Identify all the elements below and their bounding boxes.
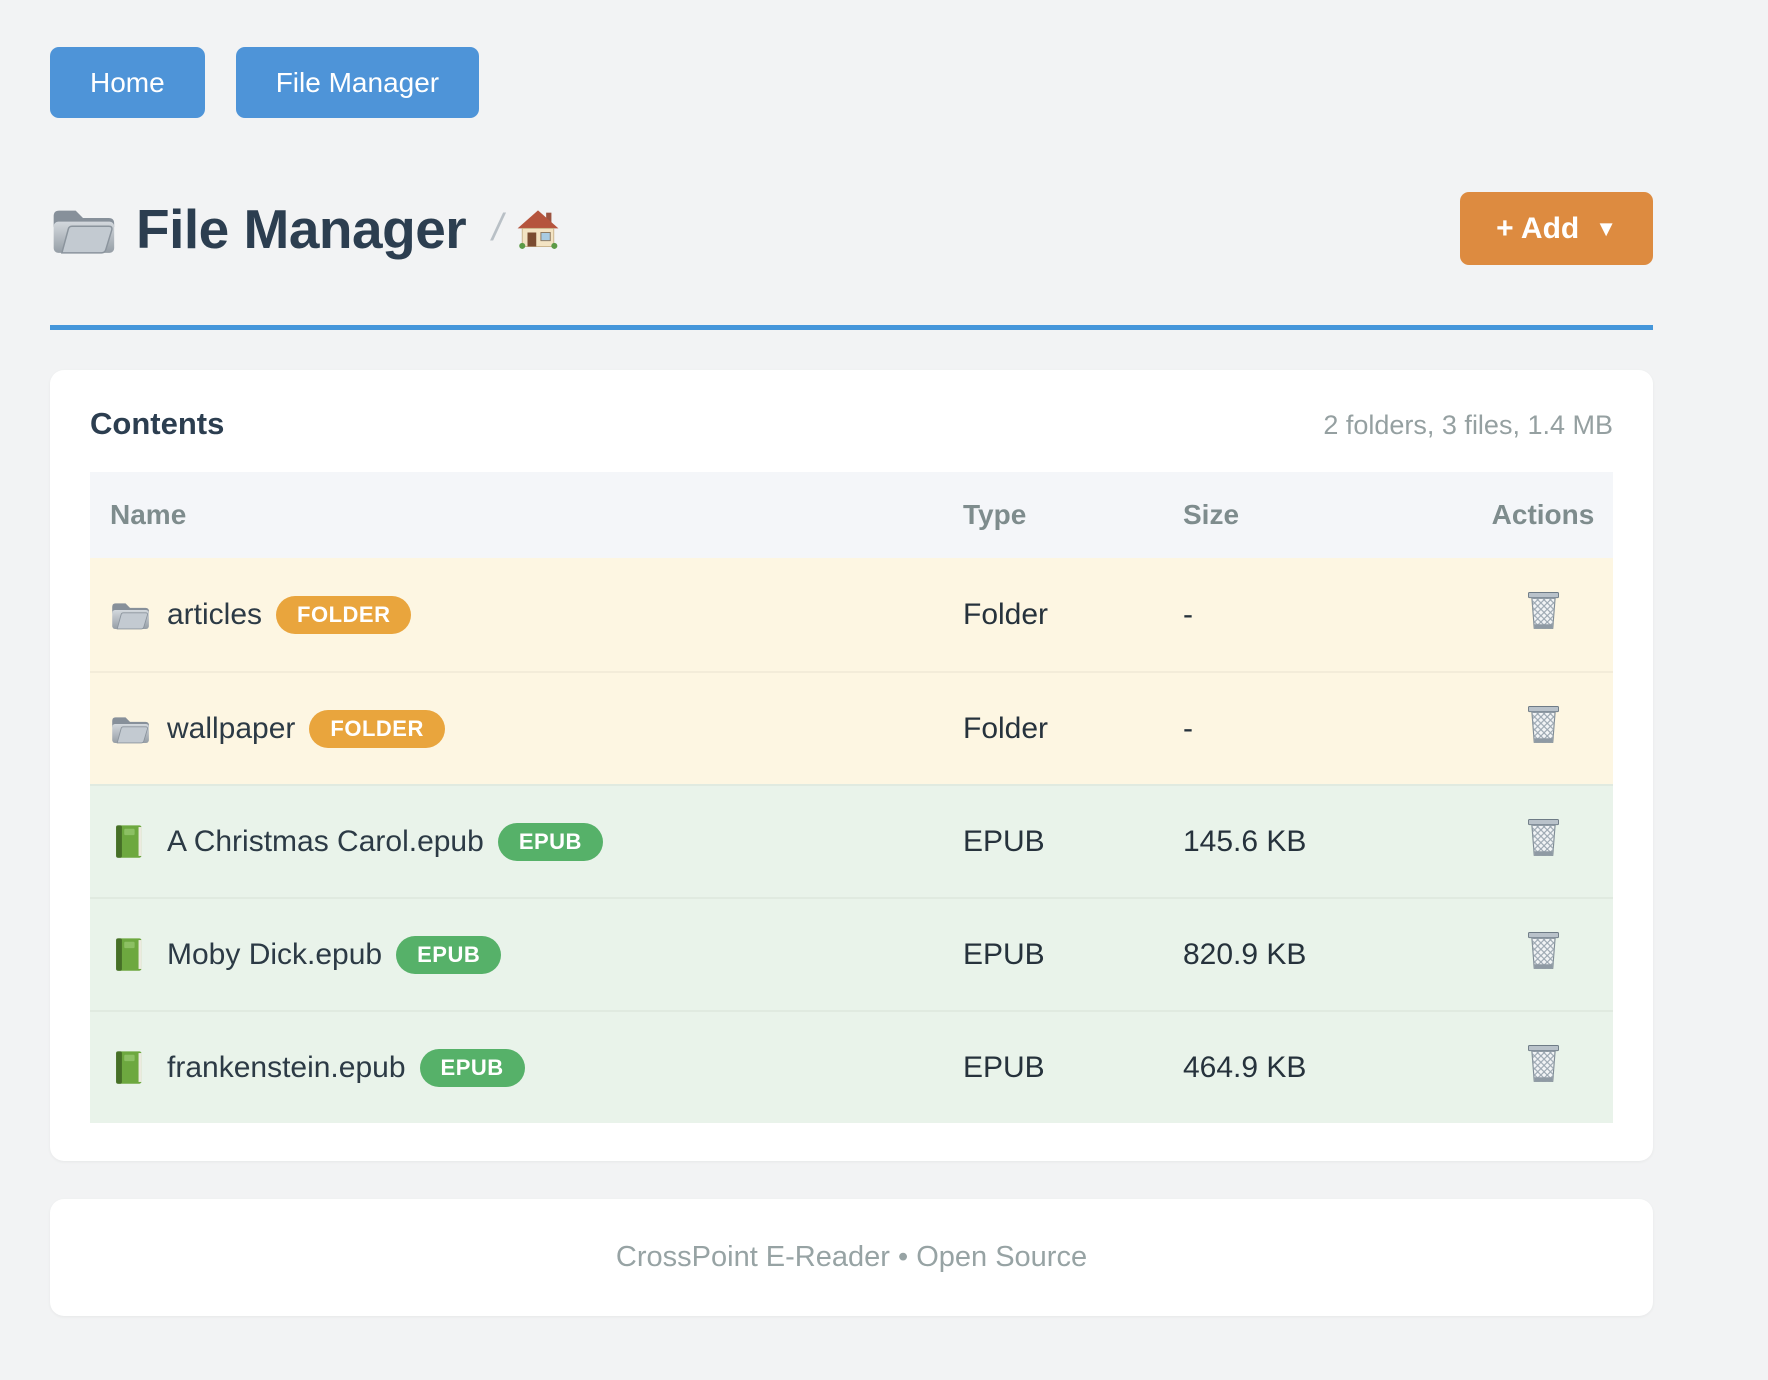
top-nav: Home File Manager xyxy=(50,47,1653,118)
breadcrumb: / xyxy=(492,207,559,250)
name-cell: frankenstein.epub EPUB xyxy=(90,1048,963,1087)
delete-button[interactable] xyxy=(1525,1043,1562,1085)
card-title: Contents xyxy=(90,406,225,441)
footer-text: CrossPoint E-Reader • Open Source xyxy=(615,1241,1088,1273)
contents-card: Contents 2 folders, 3 files, 1.4 MB Name… xyxy=(50,370,1653,1161)
title-wrap: File Manager / xyxy=(50,197,559,261)
add-button-label: + Add xyxy=(1496,211,1580,245)
delete-button[interactable] xyxy=(1525,930,1562,972)
trash-icon xyxy=(1525,590,1562,632)
table-body: articles FOLDER Folder - wallpaper FOLDE… xyxy=(90,558,1613,1123)
delete-button[interactable] xyxy=(1525,704,1562,746)
file-name[interactable]: wallpaper xyxy=(167,711,296,745)
table-header-row: Name Type Size Actions xyxy=(90,472,1613,558)
type-badge: EPUB xyxy=(396,935,502,974)
row-size: - xyxy=(1183,597,1193,631)
type-badge: EPUB xyxy=(419,1048,525,1087)
row-size: 820.9 KB xyxy=(1183,937,1307,971)
nav-home-button[interactable]: Home xyxy=(50,47,205,118)
actions-cell xyxy=(1525,930,1562,980)
footer: CrossPoint E-Reader • Open Source xyxy=(50,1199,1653,1316)
page-title: File Manager xyxy=(136,197,467,260)
folder-icon xyxy=(110,710,150,747)
actions-cell xyxy=(1525,1043,1562,1093)
trash-icon xyxy=(1525,1043,1562,1085)
trash-icon xyxy=(1525,930,1562,972)
row-type: EPUB xyxy=(963,1050,1045,1084)
type-badge: EPUB xyxy=(497,822,603,861)
delete-button[interactable] xyxy=(1525,817,1562,859)
table-row: A Christmas Carol.epub EPUB EPUB 145.6 K… xyxy=(90,784,1613,897)
actions-cell xyxy=(1525,817,1562,867)
folder-icon xyxy=(50,199,116,259)
breadcrumb-separator: / xyxy=(492,207,503,249)
table-row: frankenstein.epub EPUB EPUB 464.9 KB xyxy=(90,1010,1613,1123)
name-cell: A Christmas Carol.epub EPUB xyxy=(90,822,963,861)
file-name[interactable]: A Christmas Carol.epub xyxy=(167,824,484,858)
card-header: Contents 2 folders, 3 files, 1.4 MB xyxy=(90,406,1613,442)
row-type: EPUB xyxy=(963,937,1045,971)
table-row: articles FOLDER Folder - xyxy=(90,558,1613,671)
file-name[interactable]: Moby Dick.epub xyxy=(167,937,383,971)
trash-icon xyxy=(1525,704,1562,746)
book-icon xyxy=(110,936,150,973)
nav-file-manager-button[interactable]: File Manager xyxy=(235,47,480,118)
name-cell: wallpaper FOLDER xyxy=(90,709,963,748)
row-size: 145.6 KB xyxy=(1183,824,1307,858)
file-table: Name Type Size Actions articles FOLDER F… xyxy=(90,472,1613,1123)
column-header-size: Size xyxy=(1183,499,1240,530)
book-icon xyxy=(110,823,150,860)
page: Home File Manager File Manager / + Add ▼… xyxy=(50,47,1653,1316)
trash-icon xyxy=(1525,817,1562,859)
row-size: 464.9 KB xyxy=(1183,1050,1307,1084)
row-type: Folder xyxy=(963,711,1049,745)
title-divider xyxy=(50,325,1653,330)
table-row: wallpaper FOLDER Folder - xyxy=(90,671,1613,784)
add-button[interactable]: + Add ▼ xyxy=(1460,192,1653,265)
type-badge: FOLDER xyxy=(276,595,412,634)
book-icon xyxy=(110,1049,150,1086)
chevron-down-icon: ▼ xyxy=(1595,215,1617,241)
type-badge: FOLDER xyxy=(309,709,445,748)
file-name[interactable]: frankenstein.epub xyxy=(167,1050,406,1084)
column-header-actions: Actions xyxy=(1491,499,1595,530)
delete-button[interactable] xyxy=(1525,590,1562,632)
file-name[interactable]: articles xyxy=(167,597,263,631)
contents-summary: 2 folders, 3 files, 1.4 MB xyxy=(1323,410,1613,440)
table-row: Moby Dick.epub EPUB EPUB 820.9 KB xyxy=(90,897,1613,1010)
column-header-name: Name xyxy=(110,499,187,530)
row-type: EPUB xyxy=(963,824,1045,858)
actions-cell xyxy=(1525,590,1562,640)
page-header: File Manager / + Add ▼ xyxy=(50,192,1653,265)
row-type: Folder xyxy=(963,597,1049,631)
folder-icon xyxy=(110,596,150,633)
house-icon[interactable] xyxy=(517,209,559,249)
column-header-type: Type xyxy=(963,499,1027,530)
actions-cell xyxy=(1525,704,1562,754)
name-cell: Moby Dick.epub EPUB xyxy=(90,935,963,974)
name-cell: articles FOLDER xyxy=(90,595,963,634)
row-size: - xyxy=(1183,711,1193,745)
